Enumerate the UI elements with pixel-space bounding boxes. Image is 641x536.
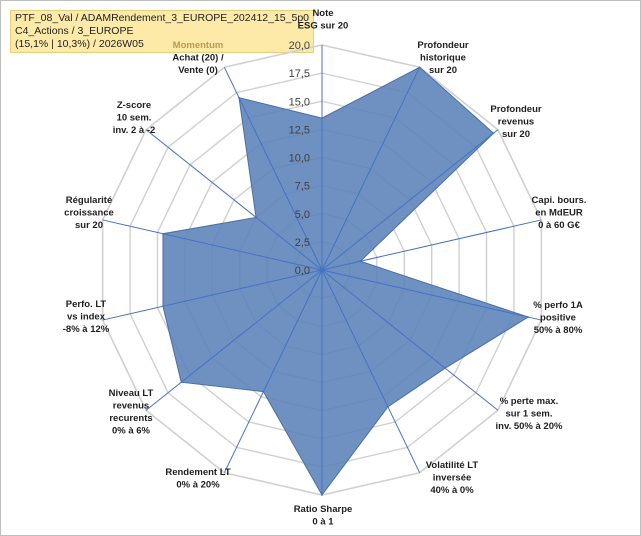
tick-label: 17,5	[289, 68, 310, 80]
axis-label-line: sur 20	[429, 65, 457, 76]
tick-label: 0,0	[295, 265, 310, 277]
axis-spoke	[102, 219, 323, 271]
axis-spoke	[321, 269, 542, 321]
axis-spoke	[321, 67, 421, 271]
axis-label: Profondeur historique sur 20	[417, 40, 468, 76]
axis-label-line: Rendement LT	[165, 467, 230, 478]
data-point	[418, 66, 421, 69]
axis-label-line: 0 à 60 G€	[538, 220, 580, 231]
axis-label: Note ESG sur 20	[298, 8, 349, 32]
data-point	[359, 260, 362, 263]
axis-label-line: historique	[420, 53, 466, 64]
axis-label-line: Niveau LT	[109, 388, 154, 399]
axis-label: Profondeur revenus sur 20	[490, 104, 541, 140]
axis-label-line: Perfo. LT	[66, 299, 107, 310]
data-point	[444, 367, 446, 369]
axis-label-line: recurents	[109, 413, 152, 424]
data-point	[162, 232, 164, 235]
axis-spoke	[321, 269, 421, 473]
axis-spoke	[223, 269, 323, 473]
axis-spoke	[223, 67, 323, 271]
axis-label-line: revenus	[498, 117, 534, 128]
chart-title-box: PTF_08_Val / ADAMRendement_3_EUROPE_2024…	[10, 10, 314, 53]
chart-title-line-2: C4_Actions / 3_EUROPE	[15, 25, 134, 37]
axis-spoke	[145, 269, 323, 411]
axis-label-line: Régularité	[66, 195, 112, 206]
axis-spoke	[145, 129, 323, 271]
axis-label-line: Momentum	[173, 40, 224, 51]
axis-spoke	[321, 129, 499, 271]
axis-label-line: 0% à 6%	[112, 426, 151, 437]
tick-label: 5,0	[295, 209, 310, 221]
axis-label-line: 50% à 80%	[534, 325, 583, 336]
chart-title-line-3: (15,1% | 10,3%) / 2026W05	[15, 38, 144, 50]
axis-label-line: sur 20	[75, 220, 103, 231]
axis-label: % perte max. sur 1 sem. inv. 50% à 20%	[496, 396, 563, 432]
axis-label: Momentum Achat (20) / Vente (0)	[172, 40, 224, 76]
tick-label: 15,0	[289, 96, 310, 108]
axis-label: Perfo. LT vs index -8% à 12%	[63, 299, 110, 335]
axis-spoke	[321, 219, 542, 271]
axis-label-line: % perte max.	[500, 396, 559, 407]
data-point	[255, 216, 257, 219]
axis-label: Capi. bours. en MdEUR 0 à 60 G€	[532, 195, 587, 231]
axis-label: Z-score 10 sem. inv. 2 à -2	[113, 100, 156, 136]
data-point	[321, 117, 323, 119]
axis-label-line: % perfo 1A	[533, 300, 583, 311]
tick-label: 2,5	[295, 237, 310, 249]
axis-label-line: inv. 2 à -2	[113, 125, 156, 136]
axis-label-line: 40% à 0%	[430, 485, 474, 496]
tick-label: 10,0	[289, 153, 310, 165]
axis-spoke	[321, 269, 499, 411]
data-point	[492, 132, 495, 135]
axis-label-line: Volatilité LT	[426, 460, 479, 471]
axis-label-line: positive	[540, 313, 576, 324]
data-point	[262, 390, 265, 393]
axis-label-line: Profondeur	[417, 40, 468, 51]
tick-label: 12,5	[289, 124, 310, 136]
data-point	[238, 96, 240, 99]
axis-label-line: Achat (20) /	[172, 53, 224, 64]
axis-label-line: 0 à 1	[312, 517, 334, 528]
data-point	[180, 381, 183, 384]
tick-label: 20,0	[289, 40, 310, 52]
data-point	[387, 406, 389, 408]
data-point	[527, 316, 529, 318]
axis-label: Niveau LT revenus recurents 0% à 6%	[109, 388, 154, 437]
axis-label-line: 0% à 20%	[176, 480, 220, 491]
axis-label-line: inv. 50% à 20%	[496, 421, 563, 432]
data-point	[321, 494, 323, 496]
axis-label: Rendement LT 0% à 20%	[165, 467, 230, 491]
axis-label-line: Note	[312, 8, 333, 19]
axis-label-line: 10 sem.	[117, 113, 152, 124]
axis-label: Volatilité LT inversée 40% à 0%	[426, 460, 479, 496]
axis-label-line: Profondeur	[490, 104, 541, 115]
axis-spoke	[102, 269, 323, 321]
axis-label-line: Capi. bours.	[532, 195, 587, 206]
axis-label-line: sur 20	[502, 129, 530, 140]
axis-label-line: -8% à 12%	[63, 324, 110, 335]
axis-label-line: Ratio Sharpe	[294, 504, 353, 515]
axis-label-line: inversée	[433, 473, 472, 484]
axis-label-line: sur 1 sem.	[506, 409, 553, 420]
axis-label-line: Z-score	[117, 100, 151, 111]
axis-label: Régularité croissance sur 20	[64, 195, 114, 231]
axis-label: Ratio Sharpe 0 à 1	[294, 504, 353, 528]
axis-label-line: vs index	[67, 312, 106, 323]
axis-label-line: ESG sur 20	[298, 21, 349, 32]
tick-label: 7,5	[295, 181, 310, 193]
axis-label-line: revenus	[113, 401, 149, 412]
data-point	[162, 305, 164, 308]
axis-label: % perfo 1A positive 50% à 80%	[533, 300, 583, 336]
chart-title-line-1: PTF_08_Val / ADAMRendement_3_EUROPE_2024…	[15, 12, 309, 24]
axis-label-line: croissance	[64, 208, 114, 219]
axis-label-line: Vente (0)	[178, 65, 218, 76]
axis-label-line: en MdEUR	[535, 208, 583, 219]
